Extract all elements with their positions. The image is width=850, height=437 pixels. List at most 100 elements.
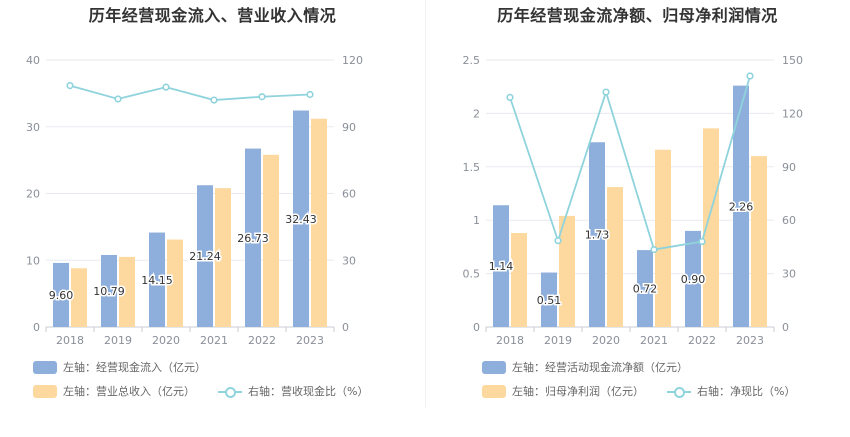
legend-item-net-cash-ratio[interactable]: 右轴：净现比（%） (667, 383, 795, 399)
bar-data-label: 0.90 (681, 273, 706, 286)
y-right-tick-label: 60 (782, 214, 796, 227)
y-left-tick-label: 0 (473, 321, 480, 334)
legend-item-net-profit[interactable]: 左轴：归母净利润（亿元） (482, 383, 644, 399)
x-tick-label: 2019 (104, 334, 132, 347)
legend-item-cash-inflow[interactable]: 左轴：经营现金流入（亿元） (33, 359, 206, 375)
legend-label: 左轴：经营现金流入（亿元） (63, 361, 206, 374)
legend-line-marker-icon (667, 385, 691, 398)
bar-secondary (167, 239, 183, 327)
bar-secondary (119, 256, 135, 327)
bar-data-label: 9.60 (49, 289, 74, 302)
ratio-point (650, 245, 658, 254)
bar-data-label: 1.14 (489, 260, 514, 273)
bar-secondary (511, 233, 527, 327)
bar-primary (197, 185, 213, 327)
bar-secondary (559, 215, 575, 327)
legend-item-revenue-cash-ratio[interactable]: 右轴：营收现金比（%） (218, 383, 368, 399)
bar-primary (733, 85, 749, 327)
ratio-point (554, 237, 562, 245)
x-tick-label: 2023 (736, 334, 764, 347)
panel-divider (425, 0, 426, 408)
bar-secondary (607, 187, 623, 327)
chart-plot-cash-inflow: 0 10 20 30 40 0 30 60 90 120 2018 2019 2020 2021 2022 2… (26, 54, 363, 347)
ratio-point (746, 72, 754, 80)
bar-primary (245, 148, 261, 327)
bar-primary (53, 262, 69, 327)
bar-secondary (71, 268, 87, 327)
x-tick-label: 2022 (688, 334, 716, 347)
legend-item-revenue[interactable]: 左轴：营业总收入（亿元） (33, 383, 195, 399)
ratio-point (306, 90, 314, 99)
bar-primary (101, 254, 117, 327)
bar-primary (493, 205, 509, 327)
bar-data-label: 1.73 (585, 229, 610, 242)
ratio-point (162, 83, 170, 91)
legend-label: 右轴：净现比（%） (697, 385, 796, 398)
x-tick-label: 2023 (296, 334, 324, 347)
y-right-tick-label: 0 (782, 321, 789, 334)
ratio-point (698, 237, 706, 246)
ratio-point (258, 93, 266, 101)
bar-data-label: 14.15 (141, 274, 173, 287)
ratio-point (66, 81, 74, 90)
legend-swatch-blue (482, 360, 506, 374)
bar-secondary (311, 118, 327, 328)
y-left-tick-label: 10 (26, 254, 40, 267)
x-tick-label: 2020 (152, 334, 180, 347)
bar-data-label: 32.43 (285, 213, 317, 226)
y-left-tick-label: 30 (26, 121, 40, 134)
bar-data-label: 26.73 (237, 232, 269, 245)
bar-data-label: 10.79 (93, 285, 125, 298)
y-right-tick-label: 120 (782, 107, 803, 120)
bar-primary (149, 232, 165, 327)
y-left-tick-label: 1.5 (463, 161, 481, 174)
chart-panel-net-cash-flow: 历年经营现金流净额、归母净利润情况 0 0.5 1 1.5 2 2.5 0 30 60 90 120… (425, 0, 850, 437)
chart-title: 历年经营现金流入、营业收入情况 (88, 6, 337, 25)
legend-swatch-blue (33, 360, 57, 374)
x-tick-label: 2022 (248, 334, 276, 347)
y-right-tick-label: 120 (342, 54, 363, 67)
legend-item-net-operating-cash[interactable]: 左轴：经营活动现金流净额（亿元） (482, 359, 688, 375)
legend-swatch-orange (482, 384, 506, 398)
legend-line-marker-icon (218, 385, 242, 398)
x-tick-label: 2021 (640, 334, 668, 347)
y-right-tick-label: 90 (782, 161, 796, 174)
ratio-point (210, 96, 218, 104)
x-tick-label: 2018 (56, 334, 84, 347)
legend-label: 左轴：归母净利润（亿元） (512, 385, 644, 398)
ratio-point (114, 95, 122, 103)
y-left-tick-label: 0.5 (463, 268, 481, 281)
y-left-tick-label: 40 (26, 54, 40, 67)
y-left-tick-label: 2 (473, 107, 480, 120)
bar-secondary (263, 154, 279, 327)
y-left-tick-label: 1 (473, 214, 480, 227)
y-right-tick-label: 60 (342, 188, 356, 201)
legend-label: 右轴：营收现金比（%） (248, 385, 369, 398)
ratio-line (509, 75, 751, 251)
bar-secondary (655, 149, 671, 327)
x-tick-label: 2019 (544, 334, 572, 347)
bar-primary (637, 250, 653, 327)
ratio-point (506, 93, 514, 101)
chart-title: 历年经营现金流净额、归母净利润情况 (497, 6, 778, 25)
legend-label: 左轴：经营活动现金流净额（亿元） (512, 361, 688, 374)
ratio-line (69, 84, 311, 101)
ratio-point (602, 88, 610, 96)
x-tick-label: 2020 (592, 334, 620, 347)
x-tick-label: 2021 (200, 334, 228, 347)
y-right-tick-label: 30 (342, 254, 356, 267)
bar-primary (293, 110, 309, 327)
bar-secondary (215, 188, 231, 327)
y-right-tick-label: 150 (782, 54, 803, 67)
y-left-tick-label: 0 (33, 321, 40, 334)
legend-swatch-orange (33, 384, 57, 398)
x-tick-label: 2018 (496, 334, 524, 347)
bar-data-label: 2.26 (729, 200, 754, 213)
bar-secondary (703, 128, 719, 327)
bar-primary (589, 142, 605, 327)
y-right-tick-label: 0 (342, 321, 349, 334)
legend-label: 左轴：营业总收入（亿元） (63, 385, 195, 398)
bar-primary (541, 272, 557, 327)
bar-data-label: 21.24 (189, 250, 221, 263)
